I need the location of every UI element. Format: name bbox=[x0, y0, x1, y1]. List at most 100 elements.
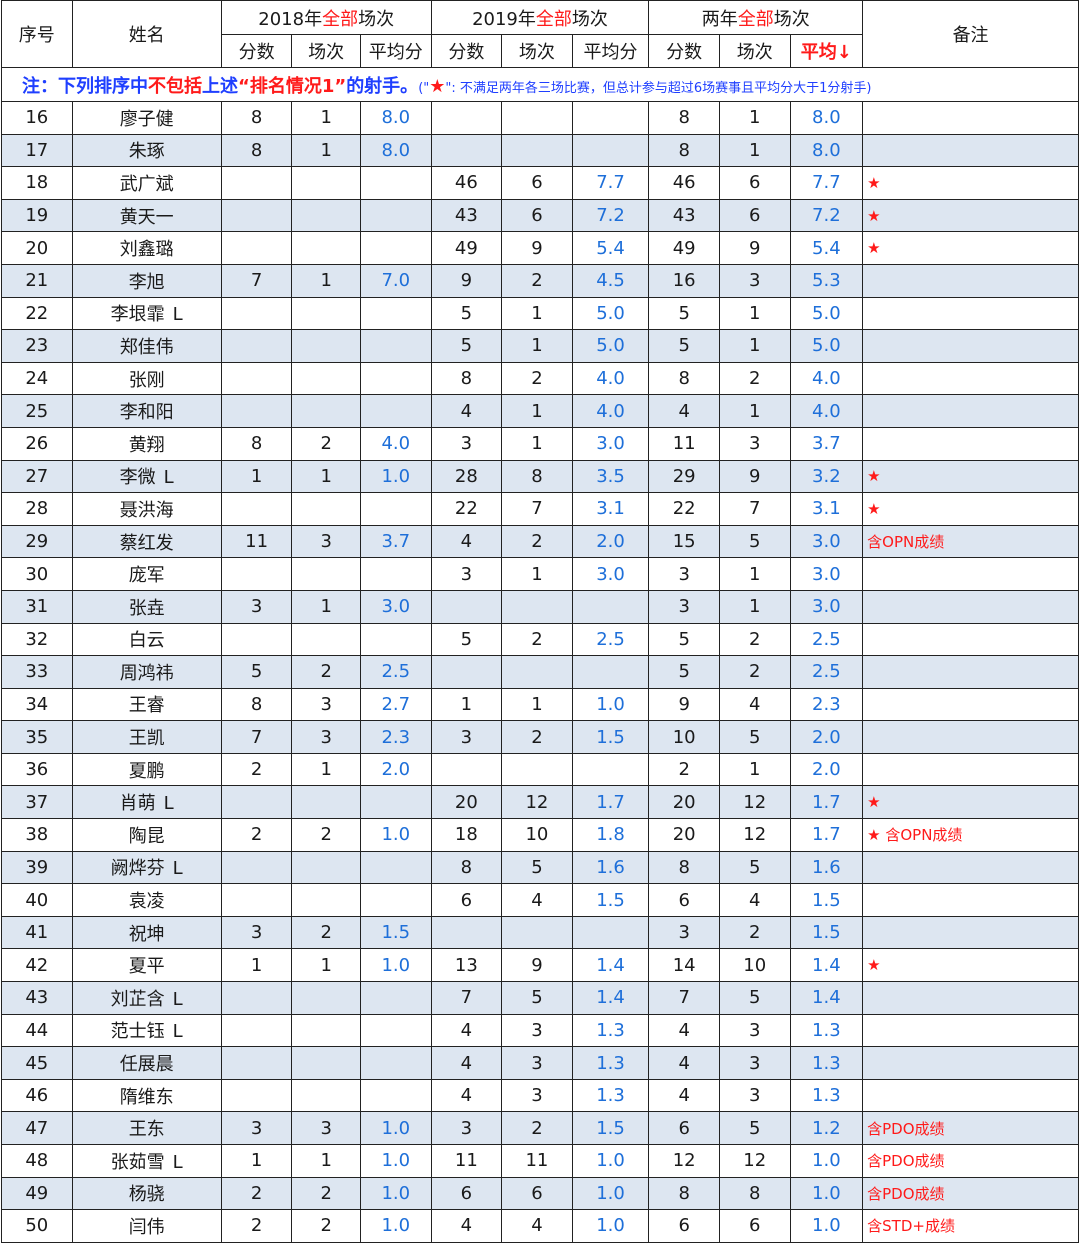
games-2018-cell: 1 bbox=[291, 589, 361, 624]
col-2019-games-header: 场次 bbox=[501, 34, 573, 68]
avg-2018-cell: 3.7 bbox=[359, 524, 432, 559]
score-total-cell: 7 bbox=[648, 981, 720, 1015]
games-2018-cell: 1 bbox=[291, 752, 361, 787]
avg-2018-cell bbox=[359, 1078, 432, 1113]
avg-2019-cell: 5.0 bbox=[571, 296, 650, 331]
note-row: 注：下列排序中不包括上述“排名情况1”的射手。("★": 不满足两年各三场比赛，… bbox=[1, 67, 1079, 102]
games-total-cell: 12 bbox=[718, 785, 791, 820]
seq-cell: 16 bbox=[1, 101, 73, 135]
table-row: 33 周鸿祎 5 2 2.5 5 2 2.5 bbox=[1, 655, 1079, 689]
group-both-header: 两年全部场次 bbox=[648, 0, 864, 35]
avg-total-cell: 3.2 bbox=[789, 459, 864, 494]
table-row: 24 张刚 8 2 4.0 8 2 4.0 bbox=[1, 361, 1079, 396]
table-body: 16 廖子健 8 1 8.0 8 1 8.0 17 朱琢 8 1 8.0 8 1 8.0 18 武广斌 46 6 7.7… bbox=[1, 101, 1079, 1243]
l-marker: L bbox=[172, 858, 183, 880]
score-2019-cell: 3 bbox=[430, 1111, 503, 1145]
games-total-cell: 9 bbox=[718, 459, 791, 494]
games-total-cell: 12 bbox=[718, 818, 791, 852]
games-total-cell: 5 bbox=[718, 850, 791, 885]
score-2018-cell: 2 bbox=[220, 818, 293, 852]
games-total-cell: 12 bbox=[718, 1144, 791, 1178]
games-2019-cell: 3 bbox=[501, 1013, 573, 1048]
avg-total-cell: 1.4 bbox=[789, 981, 864, 1015]
avg-2018-cell bbox=[359, 329, 432, 363]
score-2018-cell bbox=[220, 296, 293, 331]
avg-total-cell: 1.7 bbox=[789, 818, 864, 852]
player-name: 黄天一 bbox=[119, 206, 174, 228]
name-cell: 隋维东 bbox=[71, 1078, 222, 1113]
avg-2018-cell: 2.5 bbox=[359, 655, 432, 689]
avg-2019-cell: 5.4 bbox=[571, 231, 650, 265]
name-cell: 武广斌 bbox=[71, 166, 222, 200]
avg-total-cell: 3.0 bbox=[789, 524, 864, 559]
games-total-cell: 6 bbox=[718, 1209, 791, 1243]
table-row: 16 廖子健 8 1 8.0 8 1 8.0 bbox=[1, 101, 1079, 135]
l-marker: L bbox=[172, 304, 183, 326]
score-total-cell: 6 bbox=[648, 883, 720, 917]
score-2018-cell bbox=[220, 394, 293, 428]
avg-2018-cell: 1.0 bbox=[359, 1209, 432, 1243]
score-2019-cell: 4 bbox=[430, 1078, 503, 1113]
group-2018-header: 2018年全部场次 bbox=[220, 0, 432, 35]
remark-cell: ★ bbox=[862, 231, 1079, 265]
table-row: 38 陶昆 2 2 1.0 18 10 1.8 20 12 1.7 ★ 含OPN成绩 bbox=[1, 818, 1079, 852]
games-2018-cell bbox=[291, 1046, 361, 1080]
score-2018-cell: 2 bbox=[220, 752, 293, 787]
avg-2019-cell: 1.0 bbox=[571, 1209, 650, 1243]
col-2018-score-header: 分数 bbox=[220, 34, 293, 68]
score-2018-cell: 1 bbox=[220, 1144, 293, 1178]
seq-cell: 36 bbox=[1, 752, 73, 787]
player-name: 郑佳伟 bbox=[119, 336, 174, 358]
games-2019-cell: 1 bbox=[501, 687, 573, 722]
avg-2019-cell: 1.3 bbox=[571, 1013, 650, 1048]
score-total-cell: 20 bbox=[648, 818, 720, 852]
group-2019-header: 2019年全部场次 bbox=[430, 0, 650, 35]
name-cell: 刘鑫璐 bbox=[71, 231, 222, 265]
score-2019-cell: 46 bbox=[430, 166, 503, 200]
col-seq-header: 序号 bbox=[1, 0, 73, 68]
player-name: 聂洪海 bbox=[119, 499, 174, 521]
avg-2018-cell: 2.0 bbox=[359, 752, 432, 787]
score-total-cell: 9 bbox=[648, 687, 720, 722]
games-2019-cell: 9 bbox=[501, 948, 573, 983]
col-2019-score-header: 分数 bbox=[430, 34, 503, 68]
games-2019-cell: 1 bbox=[501, 329, 573, 363]
games-2018-cell bbox=[291, 1013, 361, 1048]
games-total-cell: 2 bbox=[718, 915, 791, 950]
score-2018-cell bbox=[220, 981, 293, 1015]
score-total-cell: 8 bbox=[648, 133, 720, 168]
table-row: 26 黄翔 8 2 4.0 3 1 3.0 11 3 3.7 bbox=[1, 426, 1079, 461]
seq-cell: 48 bbox=[1, 1144, 73, 1178]
score-2018-cell: 2 bbox=[220, 1209, 293, 1243]
games-2019-cell: 12 bbox=[501, 785, 573, 820]
player-name: 范士钰 bbox=[110, 1021, 165, 1043]
col-2019-avg-header: 平均分 bbox=[571, 34, 650, 68]
avg-2019-cell: 7.2 bbox=[571, 198, 650, 233]
remark-cell: ★ bbox=[862, 459, 1079, 494]
avg-total-cell: 2.0 bbox=[789, 752, 864, 787]
seq-cell: 34 bbox=[1, 687, 73, 722]
seq-cell: 27 bbox=[1, 459, 73, 494]
games-2019-cell: 2 bbox=[501, 622, 573, 657]
score-total-cell: 14 bbox=[648, 948, 720, 983]
remark-cell bbox=[862, 133, 1079, 168]
avg-2019-cell bbox=[571, 915, 650, 950]
seq-cell: 17 bbox=[1, 133, 73, 168]
score-2018-cell bbox=[220, 850, 293, 885]
games-2019-cell: 6 bbox=[501, 166, 573, 200]
games-total-cell: 2 bbox=[718, 622, 791, 657]
name-cell: 夏鹏 bbox=[71, 752, 222, 787]
score-2019-cell: 18 bbox=[430, 818, 503, 852]
avg-total-cell: 7.7 bbox=[789, 166, 864, 200]
score-2019-cell: 5 bbox=[430, 329, 503, 363]
remark-cell bbox=[862, 883, 1079, 917]
games-2018-cell: 1 bbox=[291, 101, 361, 135]
games-2019-cell: 8 bbox=[501, 459, 573, 494]
table-row: 40 袁凌 6 4 1.5 6 4 1.5 bbox=[1, 883, 1079, 917]
remark-cell: ★ bbox=[862, 785, 1079, 820]
score-2018-cell: 1 bbox=[220, 459, 293, 494]
seq-cell: 47 bbox=[1, 1111, 73, 1145]
player-name: 白云 bbox=[128, 630, 165, 652]
remark-cell bbox=[862, 752, 1079, 787]
table-row: 17 朱琢 8 1 8.0 8 1 8.0 bbox=[1, 133, 1079, 168]
